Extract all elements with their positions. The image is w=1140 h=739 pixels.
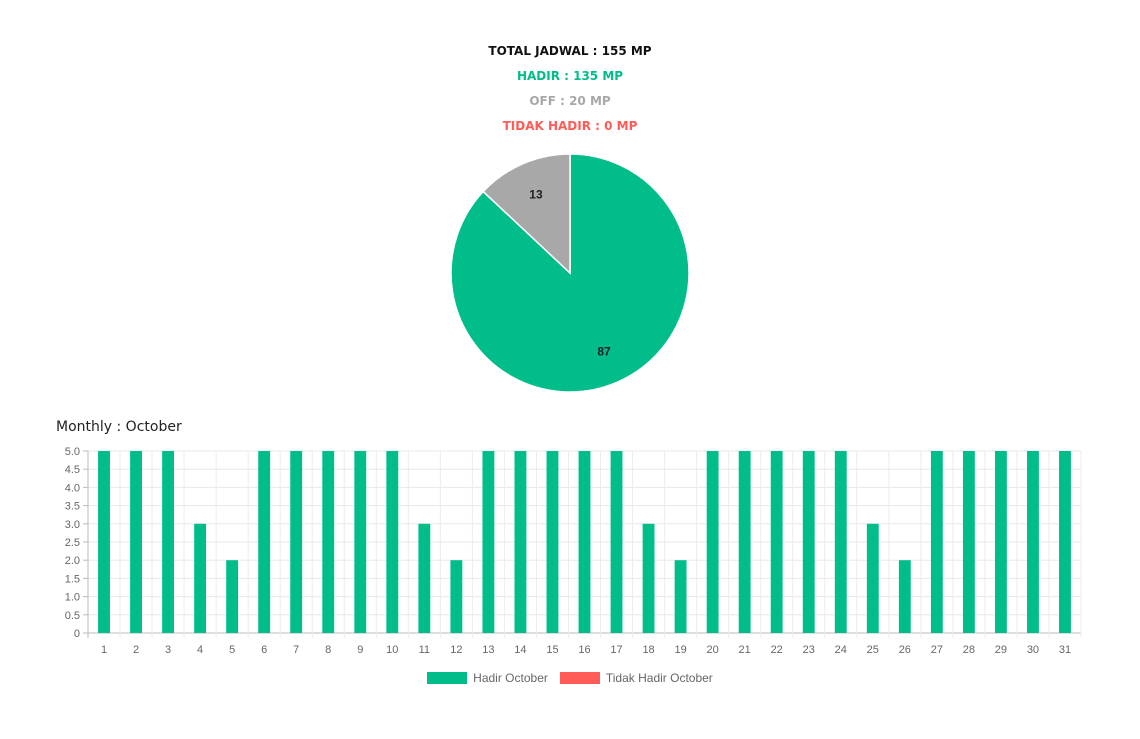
x-tick-label: 3 (165, 644, 171, 656)
y-tick-label: 1.0 (65, 592, 80, 604)
bar-hadir[interactable] (834, 451, 847, 633)
bar-hadir[interactable] (770, 451, 783, 633)
bar-hadir[interactable] (514, 451, 527, 633)
x-tick-label: 15 (546, 644, 558, 656)
attendance-pie-chart: 87 13 (450, 153, 690, 393)
x-tick-label: 17 (610, 644, 622, 656)
pie-value-label: 13 (529, 187, 543, 201)
x-tick-label: 8 (325, 644, 331, 656)
bar-hadir[interactable] (610, 451, 623, 633)
bar-hadir[interactable] (802, 451, 815, 633)
x-tick-label: 1 (101, 644, 107, 656)
y-tick-label: 4.5 (65, 464, 80, 476)
total-schedule-label: TOTAL JADWAL : 155 MP (488, 44, 652, 58)
x-tick-label: 26 (899, 644, 911, 656)
legend-item-hadir[interactable]: Hadir October (427, 671, 548, 685)
x-tick-label: 24 (835, 644, 847, 656)
y-tick-label: 3.5 (65, 501, 80, 513)
bar-hadir[interactable] (258, 451, 271, 633)
legend-label-tidak-hadir: Tidak Hadir October (605, 671, 713, 685)
bar-hadir[interactable] (866, 523, 879, 633)
pie-value-label: 87 (597, 345, 611, 359)
bar-hadir[interactable] (98, 451, 110, 633)
bar-hadir[interactable] (194, 523, 207, 633)
bar-hadir[interactable] (226, 560, 239, 633)
x-tick-label: 29 (995, 644, 1007, 656)
y-tick-label: 4.0 (65, 482, 80, 494)
x-tick-label: 11 (419, 644, 430, 656)
bar-hadir[interactable] (994, 451, 1007, 633)
x-tick-label: 22 (771, 644, 783, 656)
x-tick-label: 20 (707, 644, 719, 656)
pie-slice-off[interactable] (482, 153, 571, 275)
x-tick-label: 18 (642, 644, 654, 656)
x-tick-label: 7 (293, 644, 299, 656)
bar-hadir[interactable] (482, 451, 495, 633)
legend-item-tidak-hadir[interactable]: Tidak Hadir October (559, 671, 713, 685)
bar-hadir[interactable] (962, 451, 975, 633)
present-count-label: HADIR : 135 MP (516, 69, 624, 83)
bar-hadir[interactable] (930, 451, 943, 633)
y-tick-label: 5.0 (65, 446, 80, 458)
bar-hadir[interactable] (162, 451, 175, 633)
y-tick-label: 0.5 (65, 610, 80, 622)
y-tick-label: 0 (74, 628, 80, 640)
legend-label-hadir: Hadir October (473, 671, 548, 685)
bar-hadir[interactable] (130, 451, 142, 633)
x-tick-label: 25 (867, 644, 879, 656)
bar-hadir[interactable] (546, 451, 559, 633)
bar-hadir[interactable] (450, 560, 463, 633)
y-tick-label: 1.5 (65, 573, 80, 585)
pie-slice-hadir[interactable] (450, 153, 690, 393)
bar-hadir[interactable] (290, 451, 303, 633)
monthly-title: Monthly : October (56, 419, 182, 435)
legend-swatch-tidak-hadir (559, 672, 600, 684)
x-tick-label: 2 (133, 644, 139, 656)
off-count-label: OFF : 20 MP (529, 94, 611, 108)
y-tick-label: 2.0 (65, 555, 80, 567)
bar-hadir[interactable] (642, 523, 655, 633)
chart-legend: Hadir October Tidak Hadir October (0, 671, 1140, 685)
bar-hadir[interactable] (418, 523, 431, 633)
bar-hadir[interactable] (706, 451, 719, 633)
bar-hadir[interactable] (578, 451, 591, 633)
x-tick-label: 21 (739, 644, 751, 656)
x-tick-label: 6 (261, 644, 267, 656)
bar-hadir[interactable] (738, 451, 751, 633)
bar-hadir[interactable] (1027, 451, 1039, 633)
bar-hadir[interactable] (322, 451, 335, 633)
x-tick-label: 4 (197, 644, 203, 656)
x-tick-label: 10 (386, 644, 398, 656)
x-tick-label: 12 (450, 644, 462, 656)
x-tick-label: 16 (578, 644, 590, 656)
legend-swatch-hadir (427, 672, 468, 684)
x-tick-label: 23 (803, 644, 815, 656)
x-tick-label: 31 (1059, 644, 1071, 656)
bar-hadir[interactable] (674, 560, 687, 633)
y-tick-label: 2.5 (65, 537, 80, 549)
x-tick-label: 27 (931, 644, 943, 656)
x-tick-label: 30 (1027, 644, 1039, 656)
x-tick-label: 14 (514, 644, 526, 656)
x-tick-label: 5 (229, 644, 235, 656)
x-tick-label: 19 (674, 644, 686, 656)
y-tick-label: 3.0 (65, 519, 80, 531)
bar-hadir[interactable] (354, 451, 367, 633)
x-tick-label: 9 (357, 644, 363, 656)
bar-hadir[interactable] (898, 560, 911, 633)
x-tick-label: 28 (963, 644, 975, 656)
x-tick-label: 13 (482, 644, 494, 656)
absent-count-label: TIDAK HADIR : 0 MP (502, 119, 638, 133)
bar-hadir[interactable] (1059, 451, 1071, 633)
bar-hadir[interactable] (386, 451, 399, 633)
